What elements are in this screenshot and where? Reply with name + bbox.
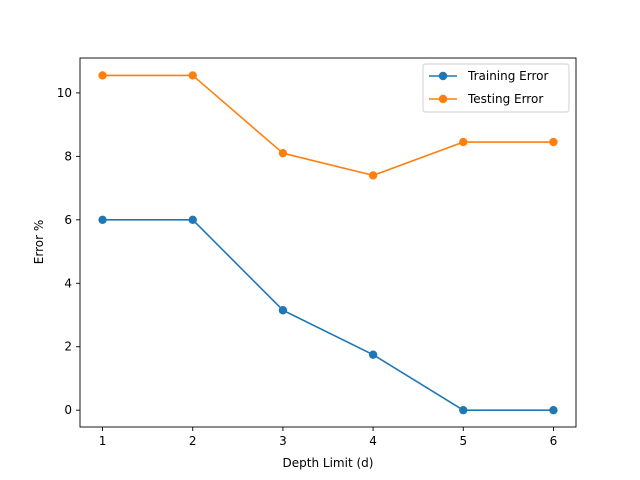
x-tick-label: 4 xyxy=(369,434,377,448)
data-point-1-4 xyxy=(459,137,468,147)
legend-box xyxy=(422,63,570,113)
legend-marker-1 xyxy=(438,94,448,104)
y-tick-label: 6 xyxy=(64,213,72,227)
data-point-0-1 xyxy=(188,215,197,225)
x-tick-label: 2 xyxy=(189,434,197,448)
legend-marker-0 xyxy=(438,71,448,81)
legend-label-0: Training Error xyxy=(467,69,548,83)
data-point-0-2 xyxy=(278,306,288,315)
y-tick-label: 0 xyxy=(64,403,72,417)
data-point-1-2 xyxy=(278,148,288,158)
data-point-1-3 xyxy=(368,171,378,180)
y-tick-label: 2 xyxy=(64,340,72,354)
legend-label-1: Testing Error xyxy=(467,92,543,106)
x-axis-title: Depth Limit (d) xyxy=(283,456,374,470)
x-tick-label: 5 xyxy=(459,434,467,448)
x-tick-label: 3 xyxy=(279,434,287,448)
x-tick-label: 1 xyxy=(99,434,107,448)
y-tick-label: 10 xyxy=(57,86,72,100)
y-tick-label: 4 xyxy=(64,276,72,290)
plot-layer xyxy=(98,71,558,415)
data-point-0-3 xyxy=(368,350,378,359)
y-axis-title: Error % xyxy=(32,220,46,264)
data-point-0-0 xyxy=(98,215,107,225)
series-line-1 xyxy=(102,74,554,177)
data-point-1-5 xyxy=(549,137,558,147)
data-point-0-5 xyxy=(549,405,558,415)
y-tick-label: 8 xyxy=(64,149,72,163)
data-point-1-0 xyxy=(98,71,107,80)
data-point-1-1 xyxy=(188,71,197,80)
plot-frame xyxy=(79,57,577,428)
x-tick-label: 6 xyxy=(550,434,558,448)
series-line-0 xyxy=(102,219,554,411)
axes-layer: 1 2 3 4 5 6 0 2 4 6 8 10 xyxy=(57,57,577,448)
data-point-0-4 xyxy=(459,405,468,415)
legend: Training Error Testing Error xyxy=(422,63,570,113)
